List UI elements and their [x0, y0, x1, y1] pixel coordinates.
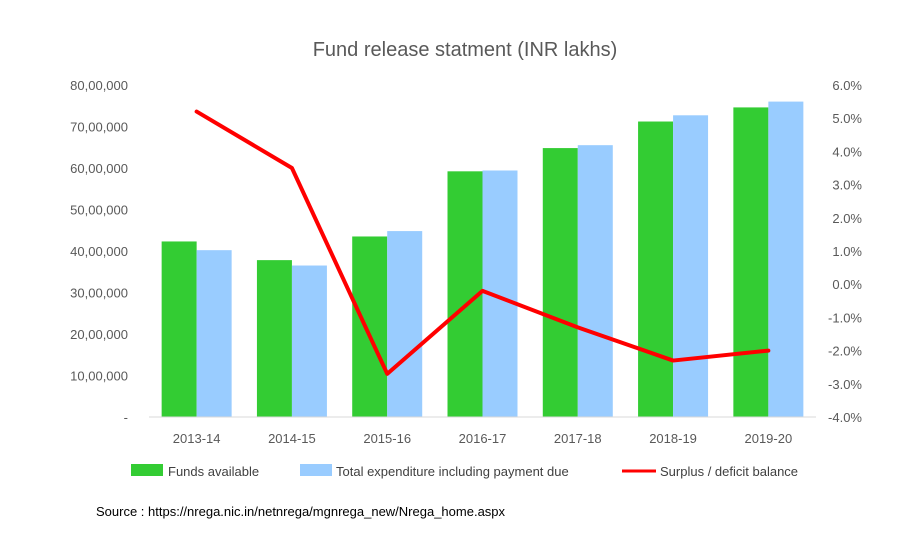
- y-right-tick-label: 0.0%: [832, 277, 862, 292]
- bar-funds-available-2015-16: [352, 236, 388, 417]
- bar-total-expenditure-2013-14: [196, 250, 232, 417]
- bar-funds-available-2019-20: [733, 107, 769, 417]
- legend: Funds available Total expenditure includi…: [131, 464, 798, 479]
- y-right-tick-label: 2.0%: [832, 211, 862, 226]
- right-axis-ticks: -4.0% -3.0% -2.0% -1.0% 0.0% 1.0% 2.0% 3.0% 4.0%…: [828, 78, 862, 425]
- bar-funds-available-2014-15: [256, 260, 292, 417]
- legend-label: Funds available: [168, 464, 259, 479]
- x-tick-label: 2014-15: [268, 431, 316, 446]
- y-right-tick-label: 6.0%: [832, 78, 862, 93]
- y-left-tick-label: -: [124, 410, 128, 425]
- x-tick-label: 2018-19: [649, 431, 697, 446]
- y-left-tick-label: 40,00,000: [70, 244, 128, 259]
- x-tick-label: 2019-20: [744, 431, 792, 446]
- line-layer: [194, 109, 771, 376]
- y-left-tick-label: 70,00,000: [70, 120, 128, 135]
- y-left-tick-label: 20,00,000: [70, 327, 128, 342]
- y-left-tick-label: 50,00,000: [70, 203, 128, 218]
- x-tick-label: 2017-18: [554, 431, 602, 446]
- chart-title: Fund release statment (INR lakhs): [313, 39, 618, 61]
- y-left-tick-label: 30,00,000: [70, 286, 128, 301]
- y-right-tick-label: 3.0%: [832, 178, 862, 193]
- y-left-tick-label: 80,00,000: [70, 78, 128, 93]
- y-left-tick-label: 60,00,000: [70, 161, 128, 176]
- bar-funds-available-2013-14: [161, 241, 197, 417]
- legend-label: Total expenditure including payment due: [336, 464, 569, 479]
- bar-total-expenditure-2014-15: [291, 265, 327, 417]
- y-right-tick-label: -3.0%: [828, 377, 862, 392]
- bar-total-expenditure-2015-16: [387, 231, 423, 417]
- bar-total-expenditure-2019-20: [768, 101, 804, 417]
- x-tick-label: 2015-16: [363, 431, 411, 446]
- bar-funds-available-2018-19: [638, 121, 674, 418]
- bar-total-expenditure-2017-18: [577, 145, 613, 418]
- y-right-tick-label: 1.0%: [832, 244, 862, 259]
- y-right-tick-label: 4.0%: [832, 144, 862, 159]
- legend-swatch-funds-available: [131, 464, 163, 476]
- y-left-tick-label: 10,00,000: [70, 369, 128, 384]
- bars-layer: [161, 101, 804, 418]
- legend-swatch-total-expenditure: [300, 464, 332, 476]
- y-right-tick-label: -2.0%: [828, 344, 862, 359]
- x-axis-ticks: 2013-14 2014-15 2015-16 2016-17 2017-18 2018-…: [173, 431, 792, 446]
- bar-funds-available-2017-18: [542, 148, 578, 417]
- legend-label: Surplus / deficit balance: [660, 464, 798, 479]
- x-tick-label: 2013-14: [173, 431, 221, 446]
- bar-total-expenditure-2018-19: [673, 115, 709, 418]
- x-tick-label: 2016-17: [459, 431, 507, 446]
- line-surplus-deficit: [194, 109, 771, 376]
- y-right-tick-label: -1.0%: [828, 310, 862, 325]
- source-note: Source : https://nrega.nic.in/netnrega/m…: [96, 504, 506, 519]
- left-axis-ticks: - 10,00,000 20,00,000 30,00,000 40,00,000 50,…: [70, 78, 128, 425]
- y-right-tick-label: -4.0%: [828, 410, 862, 425]
- y-right-tick-label: 5.0%: [832, 111, 862, 126]
